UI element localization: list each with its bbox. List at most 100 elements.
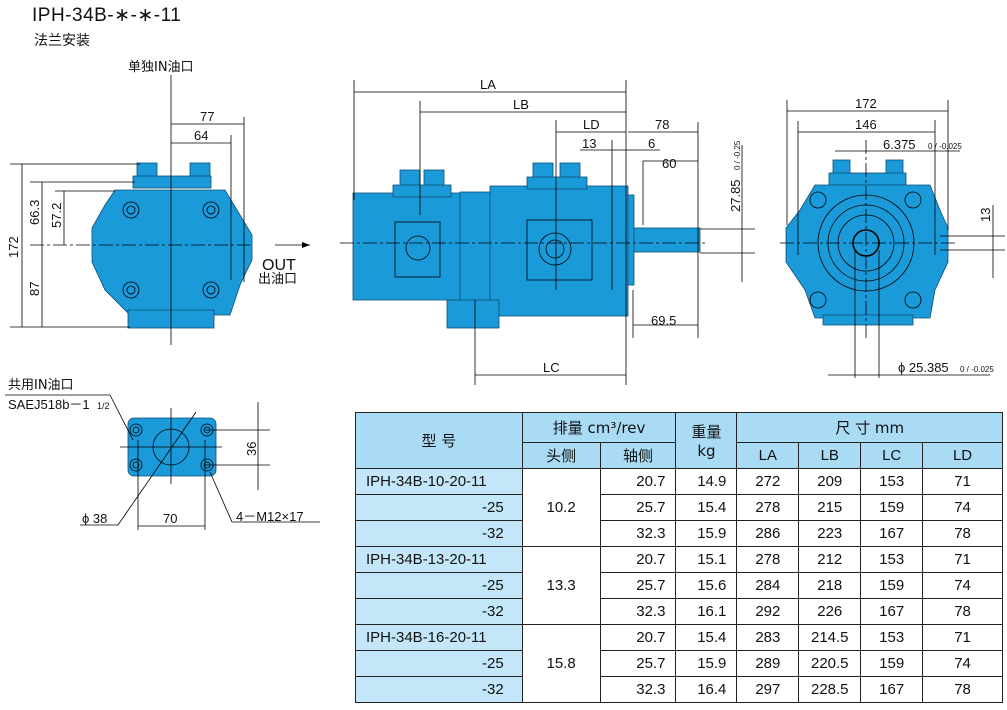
out-label: OUT <box>262 257 296 274</box>
shaft-displacement-cell: 25.7 <box>599 572 677 599</box>
dim-LB: LB <box>513 97 529 112</box>
dim-LA: LA <box>480 77 496 92</box>
dim-6: 6 <box>648 136 655 151</box>
tolerance-25-385: 0 / -0.025 <box>960 365 994 374</box>
front-view-drawing: 单独IN油口 77 64 172 66.3 57.2 87 OUT 出油口 <box>6 60 310 345</box>
dim-70: 70 <box>163 511 177 526</box>
header-LD: LD <box>922 442 1003 469</box>
shaft-pump <box>489 185 629 317</box>
dim-LB-cell: 212 <box>798 546 862 573</box>
bolt-spec: 4－M12×17 <box>236 509 304 524</box>
dim-LD-cell: 71 <box>922 468 1003 495</box>
shaft-displacement-cell: 20.7 <box>599 624 677 651</box>
dim-LA-cell: 286 <box>736 520 800 547</box>
dim-shaft-diameter: ϕ 25.385 <box>898 360 949 375</box>
port-flange <box>392 184 452 198</box>
weight-cell: 14.9 <box>675 468 738 495</box>
dim-LD-cell: 78 <box>922 520 1003 547</box>
model-cell: -25 <box>355 494 523 521</box>
table-row: -25 25.7 15.4 278 215 159 74 <box>355 494 1003 521</box>
table-row: -32 32.3 16.4 297 228.5 167 78 <box>355 676 1003 703</box>
weight-cell: 16.1 <box>675 598 738 625</box>
dim-LA-cell: 284 <box>736 572 800 599</box>
header-weight-label: 重量 <box>691 423 722 441</box>
dim-64: 64 <box>194 128 208 143</box>
header-shaft-side: 轴侧 <box>599 442 677 469</box>
header-LB: LB <box>798 442 862 469</box>
dim-LD-cell: 71 <box>922 546 1003 573</box>
head-displacement-cell: 10.2 <box>521 468 601 547</box>
dim-LC-cell: 159 <box>860 650 924 677</box>
spec-table: 型 号 排量 cm³/rev 重量 kg 尺 寸 mm 头侧 轴侧 LA LB L… <box>355 412 1003 703</box>
rear-view-drawing: 172 146 6.375 0 / -0.025 13 ϕ 25.385 0 /… <box>780 96 1005 378</box>
shaft-displacement-cell: 25.7 <box>599 650 677 677</box>
model-cell: -32 <box>355 520 523 547</box>
dim-6-375: 6.375 <box>883 137 916 152</box>
model-cell: -32 <box>355 676 523 703</box>
shaft-displacement-cell: 32.3 <box>599 676 677 703</box>
tolerance-27-85: 0 / -0.25 <box>733 140 742 170</box>
weight-cell: 15.4 <box>675 494 738 521</box>
model-cell: IPH-34B-16-20-11 <box>355 624 523 651</box>
port-view-drawing: 共用IN油口 SAEJ518b－1 1/2 36 70 ϕ 38 4－M12×1… <box>5 378 320 530</box>
dim-LC-cell: 153 <box>860 624 924 651</box>
table-row: -25 25.7 15.9 289 220.5 159 74 <box>355 650 1003 677</box>
dim-77: 77 <box>200 109 214 124</box>
shaft-displacement-cell: 25.7 <box>599 494 677 521</box>
dim-78: 78 <box>655 117 669 132</box>
dim-LC-cell: 153 <box>860 546 924 573</box>
header-weight-unit: kg <box>697 442 716 460</box>
dim-87: 87 <box>27 282 42 296</box>
port-flange <box>828 172 907 186</box>
pump-body <box>91 189 253 316</box>
dim-146: 146 <box>855 117 877 132</box>
side-view-drawing: LA LB LD 78 13 6 60 69.5 LC 27.85 0 / -0… <box>340 77 755 385</box>
header-displacement: 排量 cm³/rev <box>521 412 677 443</box>
page-title: IPH-34B-∗-∗-11 <box>32 5 182 26</box>
dim-LA-cell: 278 <box>736 494 800 521</box>
port-spec-fraction: 1/2 <box>97 401 110 411</box>
weight-cell: 15.4 <box>675 624 738 651</box>
in-port-label: 单独IN油口 <box>128 60 194 75</box>
dim-LB-cell: 209 <box>798 468 862 495</box>
weight-cell: 16.4 <box>675 676 738 703</box>
dim-LD-cell: 74 <box>922 494 1003 521</box>
dim-LB-cell: 226 <box>798 598 862 625</box>
pilot <box>627 194 635 286</box>
dim-LB-cell: 228.5 <box>798 676 862 703</box>
dim-66-3: 66.3 <box>27 200 42 225</box>
table-row: IPH-34B-13-20-11 13.3 20.7 15.1 278 212 153 71 <box>355 546 1003 625</box>
model-cell: IPH-34B-10-20-11 <box>355 468 523 495</box>
model-cell: IPH-34B-13-20-11 <box>355 546 523 573</box>
dim-172-rear: 172 <box>855 96 877 111</box>
weight-cell: 15.1 <box>675 546 738 573</box>
mount-foot <box>446 299 500 329</box>
dim-LB-cell: 223 <box>798 520 862 547</box>
port-flange <box>132 175 212 189</box>
table-row: IPH-34B-10-20-11 10.2 20.7 14.9 272 209 153 71 <box>355 468 1003 547</box>
dim-LC-cell: 167 <box>860 676 924 703</box>
head-displacement-cell: 15.8 <box>521 624 601 703</box>
dim-LC: LC <box>543 360 560 375</box>
weight-cell: 15.6 <box>675 572 738 599</box>
head-pump <box>352 192 464 301</box>
adapter <box>459 191 493 303</box>
header-dimensions: 尺 寸 mm <box>736 412 1003 443</box>
dim-172: 172 <box>6 236 21 258</box>
bolt-holes <box>122 201 220 299</box>
table-row: -32 32.3 16.1 292 226 167 78 <box>355 598 1003 625</box>
shaft-displacement-cell: 32.3 <box>599 520 677 547</box>
table-row: -32 32.3 15.9 286 223 167 78 <box>355 520 1003 547</box>
dim-LC-cell: 167 <box>860 598 924 625</box>
dim-LC-cell: 167 <box>860 520 924 547</box>
head-displacement-cell: 13.3 <box>521 546 601 625</box>
port-flange <box>526 176 588 190</box>
header-model: 型 号 <box>355 412 523 469</box>
dim-LA-cell: 292 <box>736 598 800 625</box>
side-ports <box>394 219 593 281</box>
shaft-displacement-cell: 20.7 <box>599 546 677 573</box>
table-body: IPH-34B-10-20-11 10.2 20.7 14.9 272 209 153 71-… <box>355 468 1003 703</box>
dim-27-85: 27.85 <box>728 179 743 212</box>
